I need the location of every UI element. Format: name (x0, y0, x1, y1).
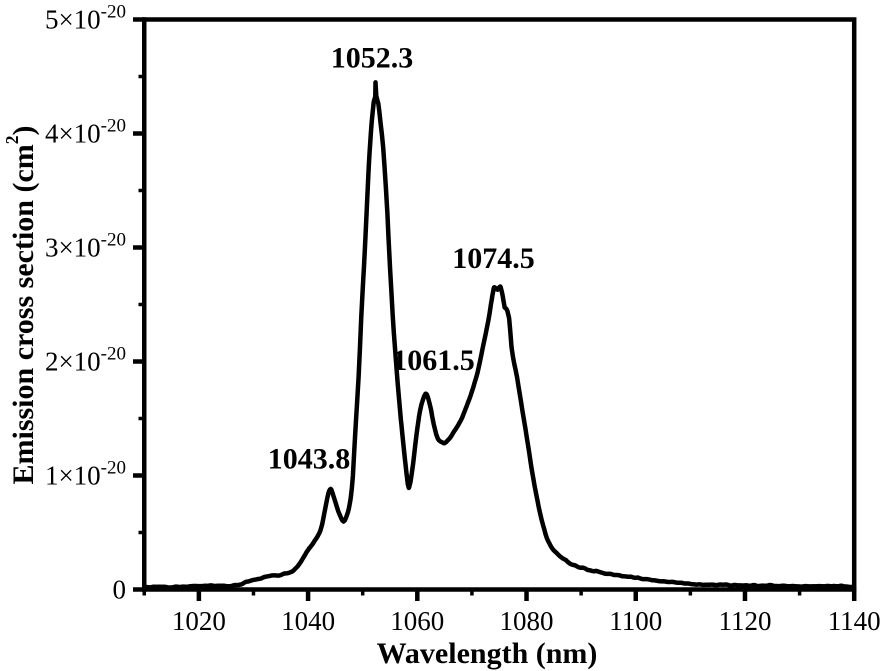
svg-text:4×10-20: 4×10-20 (45, 116, 126, 149)
svg-text:1061.5: 1061.5 (392, 344, 475, 377)
svg-text:Wavelength (nm): Wavelength (nm) (377, 637, 598, 670)
svg-text:5×10-20: 5×10-20 (45, 2, 126, 35)
svg-text:1100: 1100 (609, 606, 662, 636)
svg-text:1052.3: 1052.3 (331, 41, 414, 74)
svg-text:1074.5: 1074.5 (452, 242, 535, 275)
svg-text:1060: 1060 (390, 606, 444, 636)
svg-text:1020: 1020 (172, 606, 226, 636)
svg-text:1120: 1120 (719, 606, 772, 636)
svg-text:0: 0 (113, 575, 127, 605)
svg-text:1040: 1040 (281, 606, 335, 636)
svg-text:2×10-20: 2×10-20 (45, 344, 126, 377)
svg-text:1080: 1080 (500, 606, 554, 636)
svg-text:1×10-20: 1×10-20 (45, 458, 126, 491)
svg-text:3×10-20: 3×10-20 (45, 230, 126, 263)
svg-text:Emission cross section (cm2): Emission cross section (cm2) (2, 125, 40, 484)
svg-text:1140: 1140 (828, 606, 881, 636)
svg-text:1043.8: 1043.8 (268, 442, 351, 475)
